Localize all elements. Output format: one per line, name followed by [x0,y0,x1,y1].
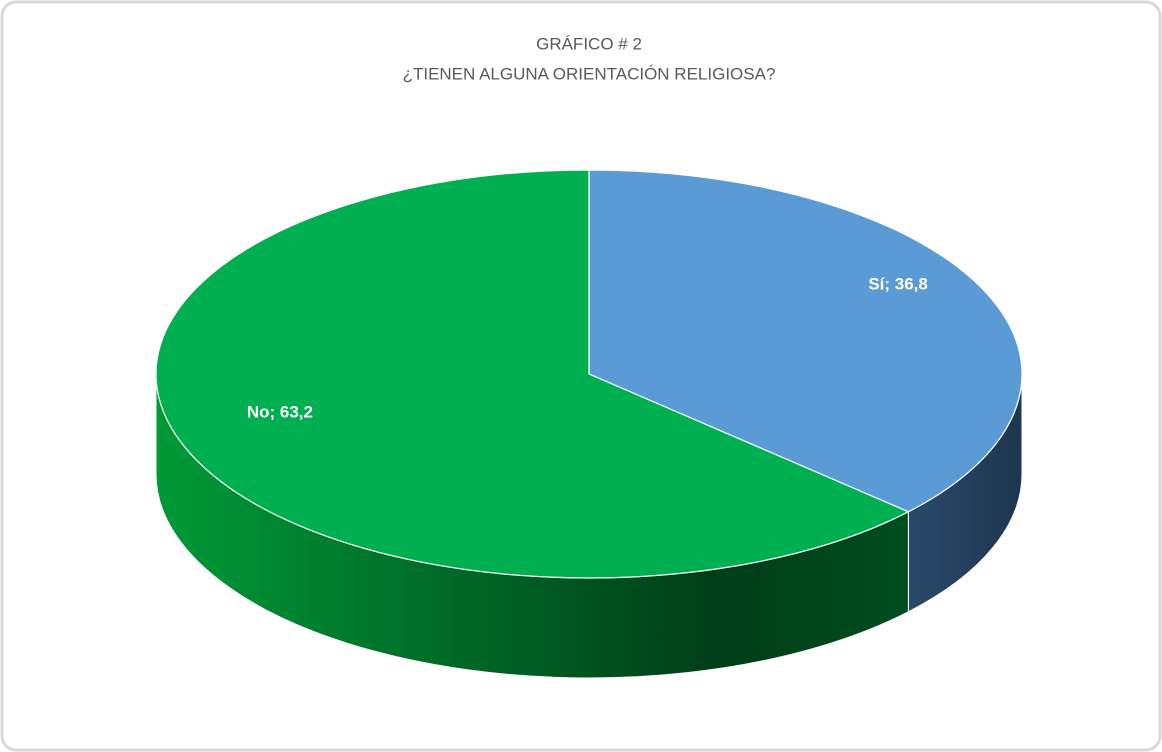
slice [588,169,1023,513]
data-label: No; 63,2 [247,403,313,422]
data-label: Sí; 36,8 [868,274,928,293]
chart-subtitle: ¿TIENEN ALGUNA ORIENTACIÓN RELIGIOSA? [403,64,776,83]
chart-title: GRÁFICO # 2 [536,34,642,53]
slice [155,169,910,579]
